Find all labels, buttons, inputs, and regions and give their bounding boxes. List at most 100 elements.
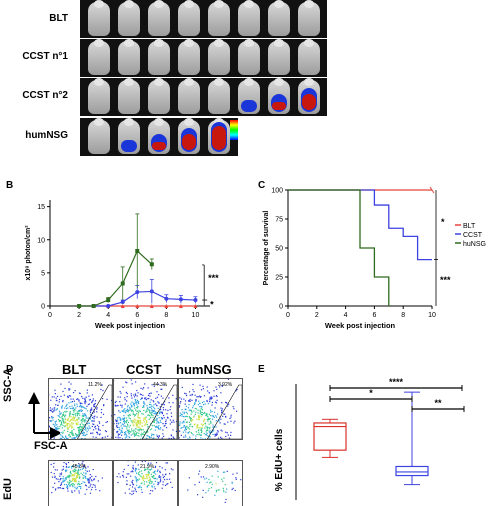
mouse-image (148, 41, 170, 75)
luminescence-colorbar (230, 120, 238, 140)
y-tick-label: 100 (271, 188, 283, 195)
mouse-image (238, 41, 260, 75)
y-tick-label: 75 (275, 217, 283, 224)
y-axis-label: % EdU+ cells (274, 428, 285, 491)
y-axis-label: Percentage of survival (263, 211, 270, 286)
data-point (77, 304, 81, 308)
mouse-image (88, 120, 110, 154)
data-point (135, 249, 139, 253)
signal-red (182, 134, 196, 150)
legend-label: huNSG (463, 241, 486, 248)
legend-label: CCST (463, 232, 483, 239)
mouse-image (178, 80, 200, 114)
signal-red (272, 102, 286, 110)
row-label-blt: BLT (0, 13, 68, 24)
gate-pct-ccst-top: 44.3% (153, 382, 167, 388)
data-point (135, 290, 139, 294)
x-tick-label: 10 (192, 312, 200, 319)
x-tick-label: 2 (77, 312, 81, 319)
signal-blue (121, 140, 137, 152)
gate-pct-humnsg-top: 3.92% (218, 382, 232, 388)
y-tick-label: 50 (275, 246, 283, 253)
data-point (150, 289, 154, 293)
mouse-image (208, 41, 230, 75)
mouse-image (238, 2, 260, 36)
data-point (193, 298, 197, 302)
signal-blue (241, 100, 257, 112)
mouse-image (88, 41, 110, 75)
mouse-image (88, 80, 110, 114)
sig-annotation: * (210, 299, 214, 309)
mice-strip-blt (80, 0, 327, 38)
x-tick-label: 6 (135, 312, 139, 319)
mouse-image (118, 80, 140, 114)
mouse-image (268, 80, 290, 114)
fsc-axis-label: FSC-A (34, 440, 68, 452)
mouse-image (178, 120, 200, 154)
mouse-image (268, 41, 290, 75)
sig-annotation: * (369, 388, 373, 398)
x-tick-label: 2 (315, 312, 319, 319)
x-tick-label: 6 (372, 312, 376, 319)
data-point (121, 300, 125, 304)
legend-label: BLT (463, 223, 476, 230)
x-tick-label: 0 (48, 312, 52, 319)
signal-red (212, 126, 226, 150)
y-tick-label: 0 (41, 304, 45, 311)
facs-plot-ccst-scatter (113, 378, 178, 440)
mouse-image (148, 2, 170, 36)
gate-pct-blt-top: 11.2% (88, 382, 102, 388)
y-tick-label: 10 (37, 237, 45, 244)
mouse-image (268, 2, 290, 36)
row-label-humnsg: humNSG (0, 130, 68, 141)
data-point (179, 297, 183, 301)
data-point (106, 304, 110, 308)
survival-curve (288, 190, 389, 306)
x-tick-label: 4 (106, 312, 110, 319)
series-line (79, 251, 152, 306)
mouse-image (178, 41, 200, 75)
x-tick-label: 0 (286, 312, 290, 319)
mouse-image (298, 80, 320, 114)
y-tick-label: 5 (41, 270, 45, 277)
gate-pct-humnsg-bottom: 2.90% (205, 464, 219, 470)
signal-red (152, 142, 166, 150)
mice-strip-humnsg (80, 118, 238, 156)
data-point (150, 262, 154, 266)
mouse-image (298, 2, 320, 36)
data-point (106, 298, 110, 302)
mice-strip-ccst-1 (80, 39, 327, 77)
mouse-image (118, 2, 140, 36)
edu-axis-label: EdU (2, 478, 14, 500)
data-point (92, 304, 96, 308)
ssc-axis-label: SSC-A (2, 368, 14, 402)
box-body (396, 466, 428, 475)
facs-title-blt: BLT (62, 362, 86, 377)
sig-annotation: **** (389, 377, 404, 387)
facs-title-ccst: CCST (126, 362, 161, 377)
x-tick-label: 8 (401, 312, 405, 319)
mouse-image (238, 80, 260, 114)
facs-plot-humnsg-scatter (178, 378, 243, 440)
signal-red (302, 94, 316, 110)
x-tick-label: 10 (428, 312, 436, 319)
mouse-image (148, 120, 170, 154)
sig-annotation: * (441, 217, 445, 227)
edu-boxplot: % EdU+ cells******* (252, 370, 500, 500)
y-tick-label: 15 (37, 204, 45, 211)
mouse-image (208, 120, 230, 154)
mouse-image (178, 2, 200, 36)
row-label-ccst-1: CCST n°1 (0, 51, 68, 62)
mouse-image (298, 41, 320, 75)
x-tick-label: 8 (164, 312, 168, 319)
mouse-image (118, 120, 140, 154)
y-axis-label: x10⁸ photon/cm² (25, 225, 32, 281)
row-label-ccst-2: CCST n°2 (0, 90, 68, 101)
mouse-image (88, 2, 110, 36)
facs-dots (179, 379, 242, 439)
mouse-image (148, 80, 170, 114)
sig-annotation: *** (440, 275, 451, 285)
y-tick-label: 25 (275, 275, 283, 282)
gate-pct-ccst-bottom: 21.9% (140, 464, 154, 470)
